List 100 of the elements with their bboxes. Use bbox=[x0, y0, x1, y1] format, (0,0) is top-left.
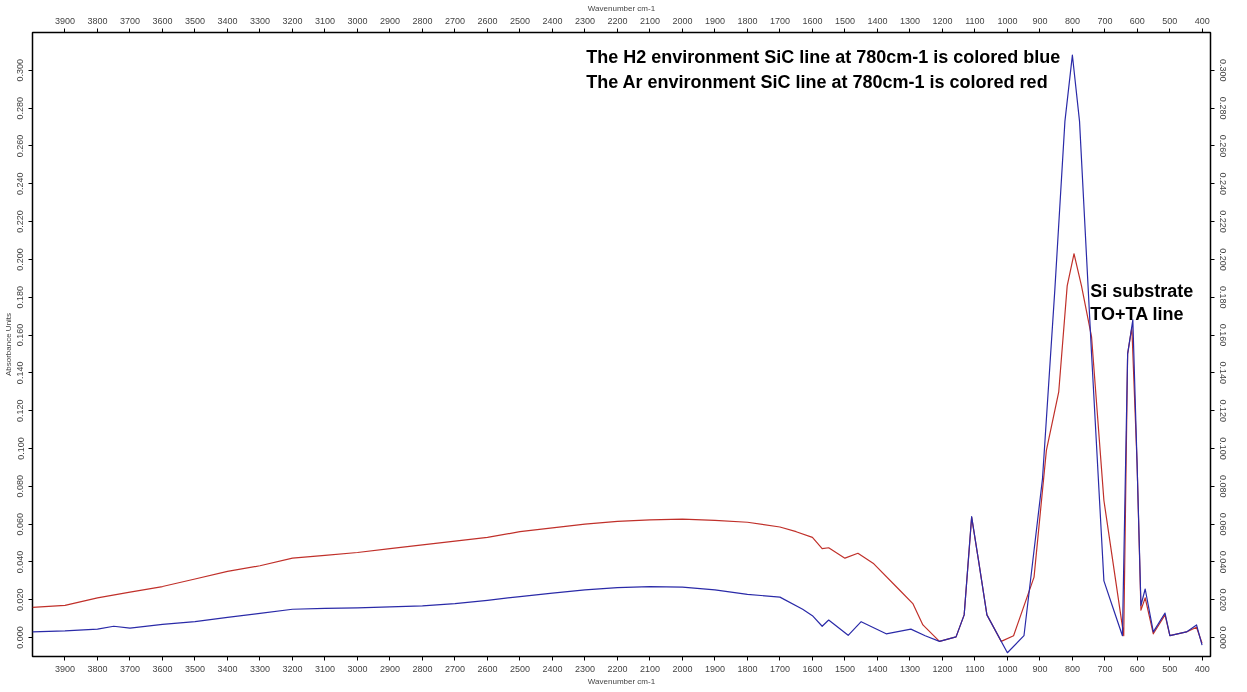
y-tick-label: 0.060 bbox=[15, 512, 26, 536]
x-tick-label: 700 bbox=[1097, 15, 1113, 26]
x-tick-label: 1500 bbox=[834, 15, 855, 26]
x-tick-label: 2400 bbox=[542, 15, 563, 26]
y2-tick-label: 0.000 bbox=[1217, 626, 1228, 649]
x-axis-title: Wavenumber cm-1 bbox=[587, 676, 656, 686]
x-tick-label: 2300 bbox=[574, 15, 595, 26]
annotation: The Ar environment SiC line at 780cm-1 is colored red bbox=[586, 71, 1048, 92]
y2-tick-label: 0.140 bbox=[1217, 361, 1228, 385]
y2-tick-label: 0.120 bbox=[1217, 399, 1228, 422]
x2-tick-label: 1900 bbox=[704, 663, 725, 674]
x-tick-label: 3200 bbox=[282, 15, 303, 26]
x2-tick-label: 3300 bbox=[249, 663, 270, 674]
x2-tick-label: 400 bbox=[1194, 663, 1210, 674]
y2-tick-label: 0.260 bbox=[1217, 134, 1228, 158]
x-tick-label: 2100 bbox=[639, 15, 660, 26]
x2-tick-label: 1800 bbox=[737, 663, 758, 674]
y2-tick-label: 0.080 bbox=[1217, 475, 1228, 498]
x2-tick-label: 3400 bbox=[217, 663, 238, 674]
y2-tick-label: 0.240 bbox=[1217, 172, 1228, 196]
x2-tick-label: 1700 bbox=[769, 663, 790, 674]
x-tick-label: 3300 bbox=[249, 15, 270, 26]
x-tick-label: 3500 bbox=[184, 15, 205, 26]
y-tick-label: 0.120 bbox=[15, 399, 26, 422]
x2-tick-label: 1100 bbox=[965, 663, 985, 674]
x-tick-label: 500 bbox=[1162, 15, 1178, 26]
y-tick-label: 0.300 bbox=[15, 59, 26, 82]
annotation: TO+TA line bbox=[1090, 303, 1184, 324]
annotation: Si substrate bbox=[1090, 280, 1194, 301]
y2-tick-label: 0.020 bbox=[1217, 588, 1228, 612]
x-tick-label: 3400 bbox=[217, 15, 238, 26]
x-tick-label: 2500 bbox=[509, 15, 530, 26]
x2-tick-label: 900 bbox=[1032, 663, 1048, 674]
y-tick-label: 0.140 bbox=[15, 361, 26, 385]
y-tick-label: 0.080 bbox=[15, 475, 26, 498]
x-tick-label: 1300 bbox=[899, 15, 920, 26]
x2-tick-label: 500 bbox=[1162, 663, 1178, 674]
y-tick-label: 0.220 bbox=[15, 210, 26, 233]
x-tick-label: 900 bbox=[1032, 15, 1048, 26]
x-tick-label: 1000 bbox=[997, 15, 1018, 26]
x-tick-label: 3000 bbox=[347, 15, 368, 26]
x2-tick-label: 800 bbox=[1064, 663, 1080, 674]
y2-tick-label: 0.280 bbox=[1217, 96, 1228, 120]
x-tick-label: 3700 bbox=[119, 15, 141, 26]
x2-tick-label: 1500 bbox=[834, 663, 855, 674]
x2-tick-label: 2000 bbox=[672, 663, 693, 674]
y2-tick-label: 0.300 bbox=[1217, 59, 1228, 82]
x2-tick-label: 1600 bbox=[802, 663, 823, 674]
x-tick-label: 2600 bbox=[477, 15, 498, 26]
y-tick-label: 0.160 bbox=[15, 323, 26, 347]
x2-tick-label: 2500 bbox=[509, 663, 530, 674]
x-tick-label: 1100 bbox=[965, 15, 985, 26]
x2-tick-label: 1400 bbox=[867, 663, 888, 674]
y2-tick-label: 0.220 bbox=[1217, 210, 1228, 233]
x-tick-label: 3600 bbox=[152, 15, 173, 26]
x-tick-label: 400 bbox=[1194, 15, 1210, 26]
x2-tick-label: 1200 bbox=[932, 663, 953, 674]
y-tick-label: 0.240 bbox=[15, 172, 26, 196]
y-tick-label: 0.180 bbox=[15, 285, 26, 309]
y-tick-label: 0.260 bbox=[15, 134, 26, 158]
x2-tick-label: 2200 bbox=[607, 663, 628, 674]
y2-tick-label: 0.060 bbox=[1217, 512, 1228, 536]
y2-tick-label: 0.040 bbox=[1217, 550, 1228, 574]
x-tick-label: 1700 bbox=[769, 15, 790, 26]
x2-tick-label: 600 bbox=[1129, 663, 1145, 674]
x2-tick-label: 2300 bbox=[574, 663, 595, 674]
y2-tick-label: 0.200 bbox=[1217, 248, 1228, 271]
y-tick-label: 0.000 bbox=[15, 626, 26, 649]
x-tick-label: 2200 bbox=[607, 15, 628, 26]
x-tick-label: 2900 bbox=[379, 15, 400, 26]
x2-tick-label: 2900 bbox=[379, 663, 400, 674]
x-tick-label: 2000 bbox=[672, 15, 693, 26]
x2-tick-label: 3500 bbox=[184, 663, 205, 674]
x2-tick-label: 3900 bbox=[54, 663, 76, 674]
x2-tick-label: 1300 bbox=[899, 663, 920, 674]
x2-tick-label: 2600 bbox=[477, 663, 498, 674]
annotation: The H2 environment SiC line at 780cm-1 is colored blue bbox=[586, 46, 1061, 67]
x-tick-label: 1400 bbox=[867, 15, 888, 26]
y-tick-label: 0.020 bbox=[15, 588, 26, 612]
x2-tick-label: 1000 bbox=[997, 663, 1018, 674]
y-tick-label: 0.040 bbox=[15, 550, 26, 574]
y2-tick-label: 0.160 bbox=[1217, 323, 1228, 347]
y-axis-title: Absorbance Units bbox=[3, 312, 13, 377]
x-tick-label: 1900 bbox=[704, 15, 725, 26]
x2-tick-label: 3800 bbox=[87, 663, 108, 674]
x-tick-label: 800 bbox=[1064, 15, 1080, 26]
x-tick-label: 1800 bbox=[737, 15, 758, 26]
x2-axis-title: Wavenumber cm-1 bbox=[587, 3, 656, 13]
y-tick-label: 0.200 bbox=[15, 248, 26, 271]
x2-tick-label: 3200 bbox=[282, 663, 303, 674]
x2-tick-label: 3600 bbox=[152, 663, 173, 674]
x-tick-label: 600 bbox=[1129, 15, 1145, 26]
y-tick-label: 0.100 bbox=[15, 437, 26, 460]
x-tick-label: 3100 bbox=[314, 15, 335, 26]
x2-tick-label: 2400 bbox=[542, 663, 563, 674]
y2-tick-label: 0.100 bbox=[1217, 437, 1228, 460]
x-tick-label: 3900 bbox=[54, 15, 76, 26]
x-tick-label: 1200 bbox=[932, 15, 953, 26]
x2-tick-label: 3100 bbox=[314, 663, 335, 674]
x-tick-label: 2700 bbox=[444, 15, 465, 26]
